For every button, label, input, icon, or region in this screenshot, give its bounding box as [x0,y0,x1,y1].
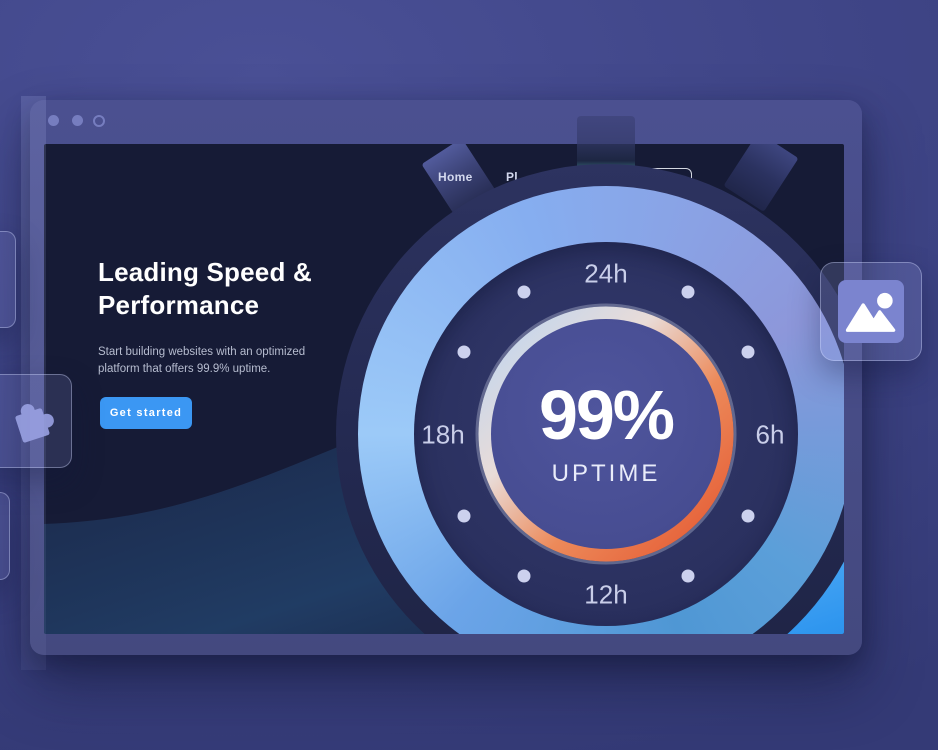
dial-tick [741,345,755,359]
uptime-readout: 99% UPTIME [491,319,721,549]
stopwatch-crown [577,116,635,144]
uptime-caption: UPTIME [551,460,661,487]
browser-window: Home Pl Leading Speed & Performance Start… [30,100,862,655]
puzzle-icon [15,404,54,443]
hero-copy: Leading Speed & Performance Start buildin… [98,256,348,429]
dial-tick [457,509,471,523]
light-streak-decoration [21,96,46,670]
floating-card-partial [0,231,16,328]
navbar: Home Pl [44,170,844,190]
hour-mark-24h: 24h [584,258,628,289]
hero-description: Start building websites with an optimize… [98,346,306,376]
dial-tick [517,285,531,299]
window-control-dot-outline-icon[interactable] [93,115,105,127]
dial-tick [517,569,531,583]
window-titlebar [30,100,862,144]
window-control-dot-icon[interactable] [72,115,83,126]
hour-mark-6h: 6h [755,419,785,450]
dial-tick [681,569,695,583]
uptime-stopwatch: 24h 6h 12h 18h [306,144,844,634]
floating-card-media [820,262,922,361]
dial-tick [741,509,755,523]
window-control-dot-icon[interactable] [48,115,59,126]
nav-item-partial[interactable]: Pl [506,170,518,184]
nav-item-home[interactable]: Home [438,170,473,184]
hour-mark-12h: 12h [584,579,628,610]
hero-section: Home Pl Leading Speed & Performance Start… [44,144,844,634]
image-icon-tile [838,280,904,343]
floating-card-plugins [0,374,72,468]
get-started-button[interactable]: Get started [100,396,192,429]
page-title: Leading Speed & Performance [98,257,312,321]
uptime-value: 99% [538,376,675,454]
dial-tick [457,345,471,359]
dial-tick [681,285,695,299]
progress-ring [475,303,737,565]
floating-card-partial [0,492,10,580]
image-icon [845,292,896,332]
hour-mark-18h: 18h [421,419,465,450]
